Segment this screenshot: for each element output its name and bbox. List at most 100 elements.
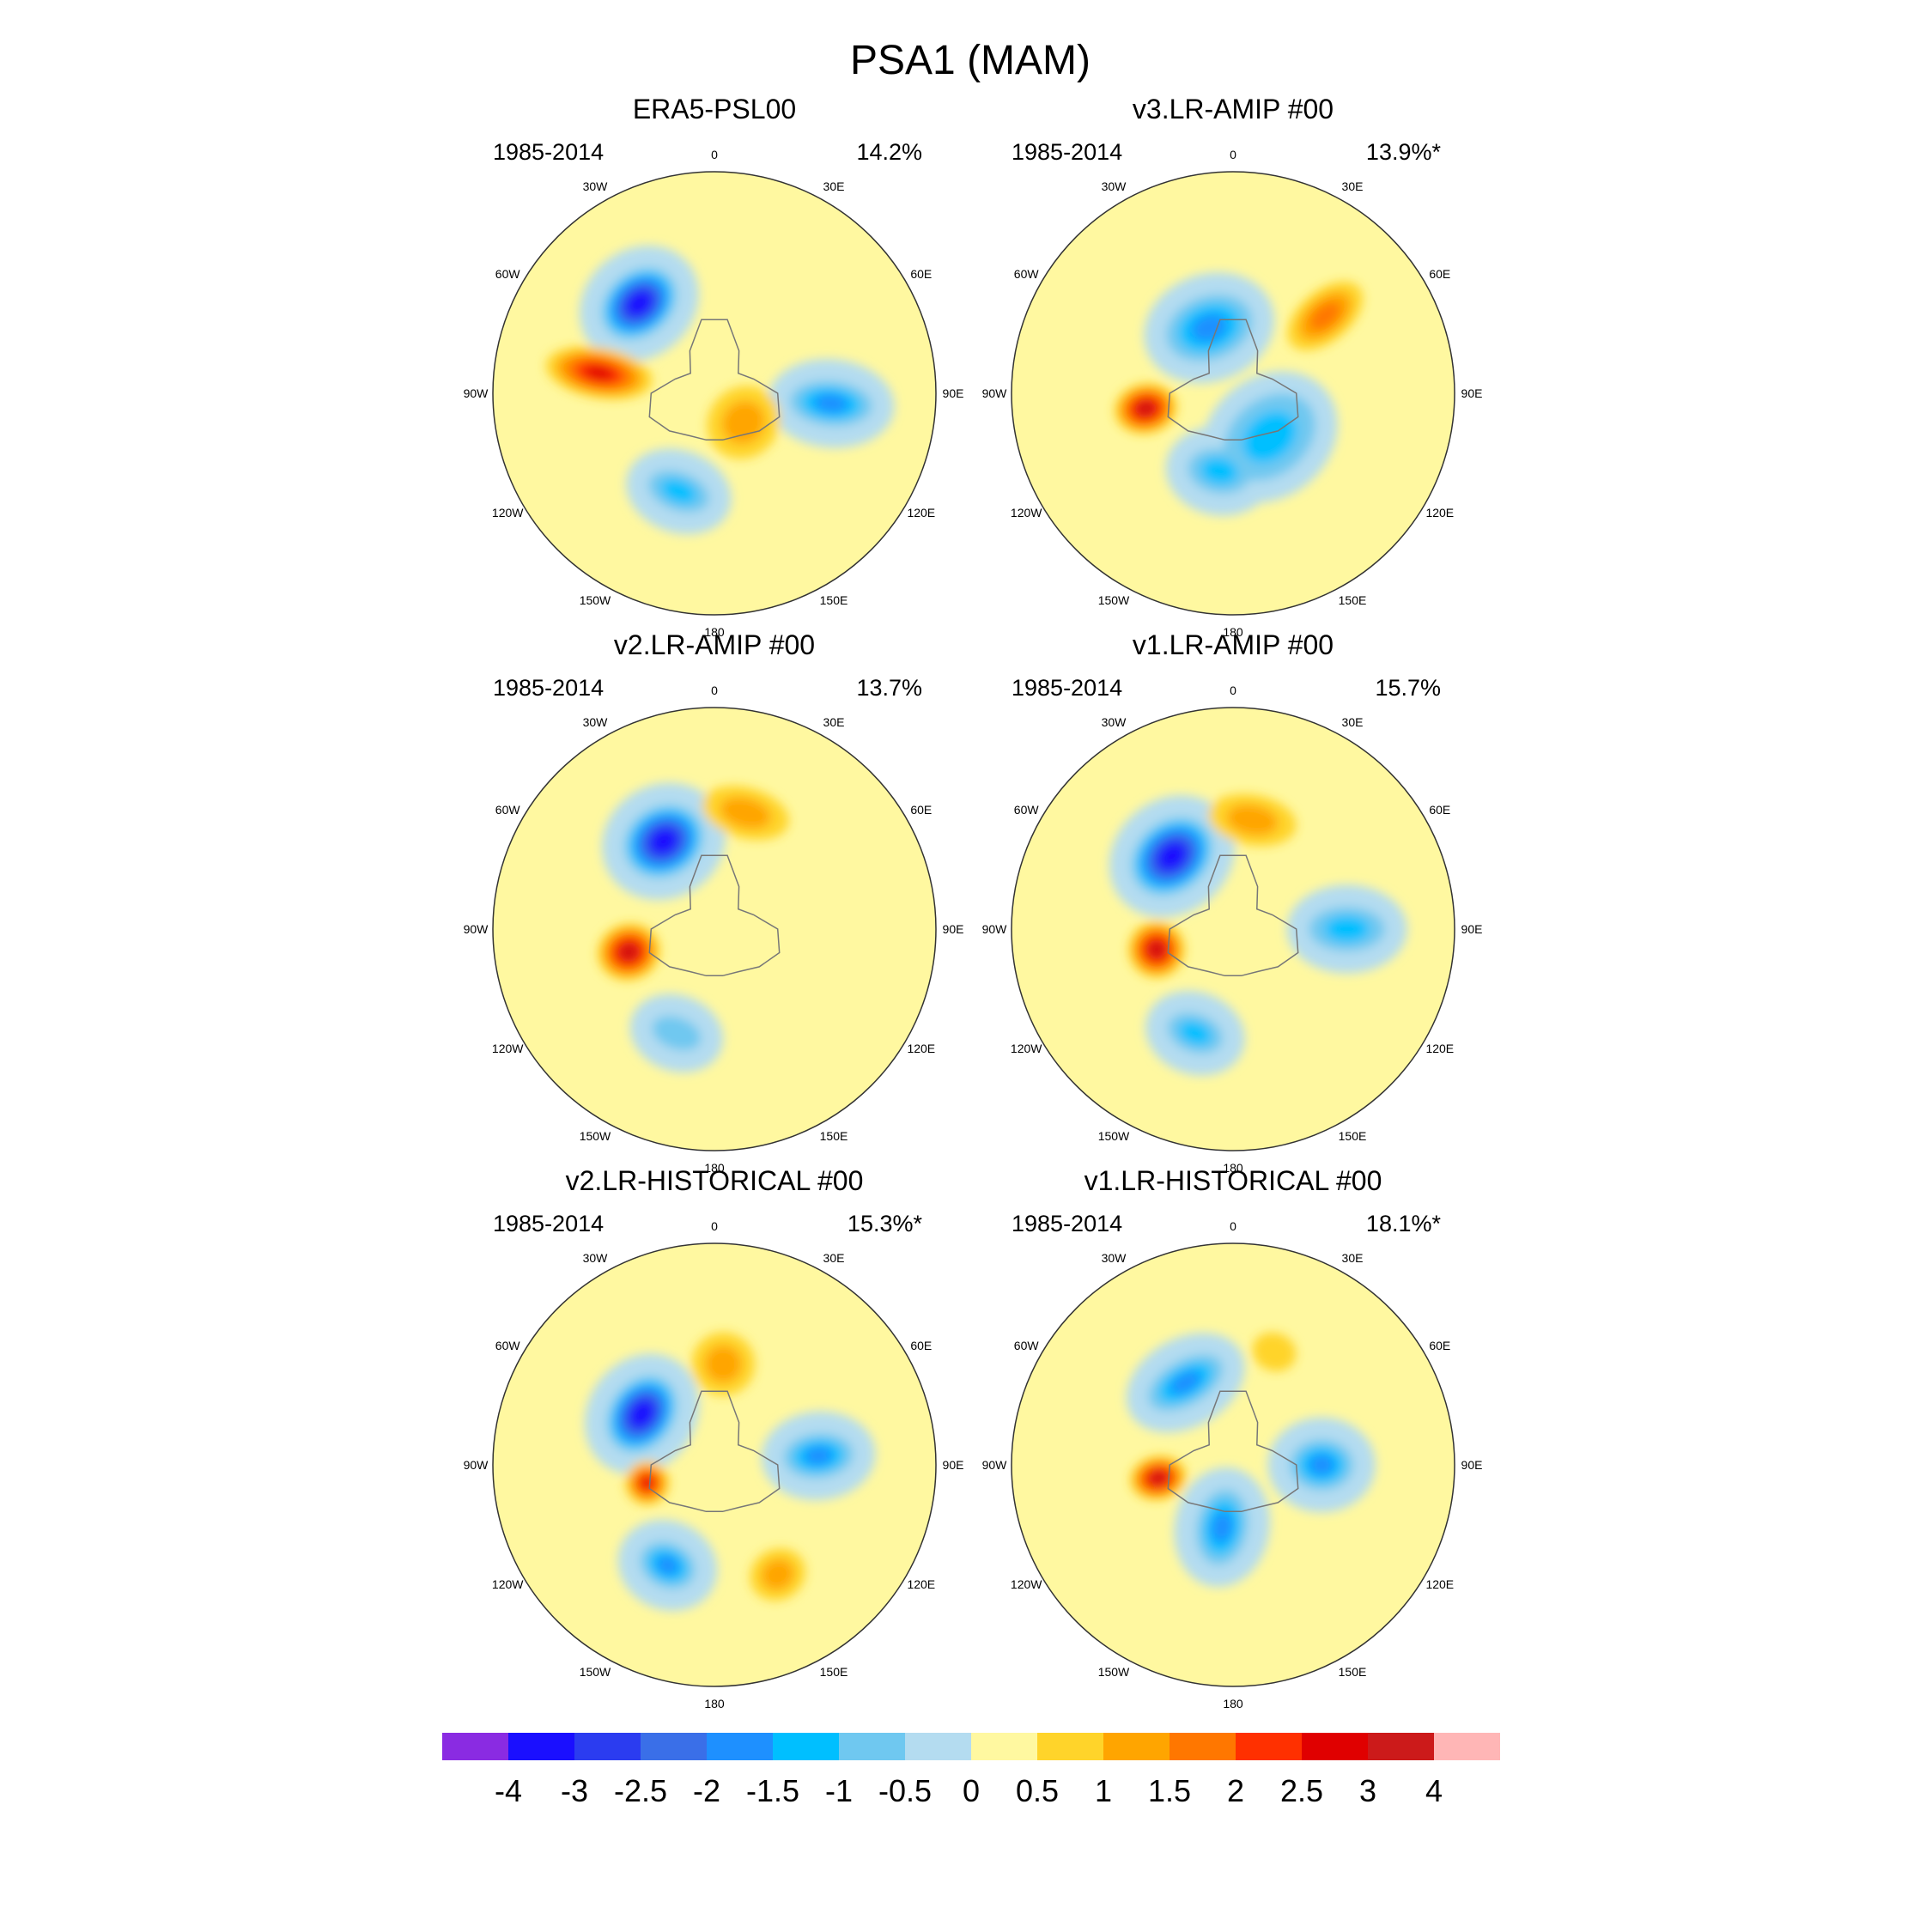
map-border — [1011, 707, 1455, 1151]
lon-label: 90E — [1461, 922, 1483, 936]
lon-label: 0 — [711, 1219, 718, 1233]
lon-label: 30E — [1342, 715, 1364, 729]
colorbar-tick-label: 2.5 — [1280, 1773, 1323, 1808]
contour-south-atlantic-low-2 — [660, 479, 697, 504]
colorbar-swatch-14 — [1302, 1733, 1368, 1760]
contour-indian-low-3 — [1309, 1454, 1335, 1476]
contour-pacific-low-3 — [1191, 313, 1227, 342]
lon-label: 150W — [580, 1665, 611, 1679]
map-border — [1011, 171, 1455, 616]
antarctic-coastline — [648, 854, 781, 977]
contour-weddell-low-2 — [1200, 458, 1238, 485]
lon-label: 150W — [580, 1129, 611, 1143]
lon-label: 60E — [1429, 803, 1450, 817]
colorbar-tick-label: 0.5 — [1016, 1773, 1059, 1808]
anomaly-field — [1012, 708, 1455, 1151]
lon-label: 60W — [495, 1339, 521, 1352]
lon-label: 90E — [1461, 386, 1483, 400]
panel-grid: ERA5-PSL00 1985-2014 14.2% 0 30E 60E 90E 120E 15… — [464, 94, 1483, 1710]
colorbar-swatch-1 — [442, 1733, 508, 1760]
colorbar-tick-label: -1 — [825, 1773, 853, 1808]
lon-label: 60W — [495, 803, 521, 817]
contour-indian-low-3 — [814, 394, 848, 413]
variance-label: 13.7% — [856, 675, 922, 701]
panel-title: v1.LR-HISTORICAL #00 — [1084, 1165, 1382, 1196]
colorbar-swatch-12 — [1170, 1733, 1236, 1760]
colorbar-swatch-11 — [1103, 1733, 1170, 1760]
lon-label: 180 — [704, 625, 725, 639]
colorbar-tick-label: -4 — [495, 1773, 522, 1808]
lon-label: 120W — [492, 1577, 524, 1591]
figure-title: PSA1 (MAM) — [850, 38, 1091, 83]
lon-label: 30E — [823, 179, 845, 193]
lon-label: 150E — [820, 1665, 848, 1679]
lon-label: 30W — [583, 1251, 609, 1265]
contour-levels — [584, 1332, 876, 1611]
colorbar-swatch-4 — [641, 1733, 707, 1760]
colorbar-swatch-5 — [707, 1733, 773, 1760]
panel-title: v2.LR-HISTORICAL #00 — [566, 1165, 864, 1196]
map-panel-1: ERA5-PSL00 1985-2014 14.2% 0 30E 60E 90E 120E 15… — [464, 94, 964, 639]
colorbar-swatch-16 — [1434, 1733, 1500, 1760]
background-contour — [1012, 1243, 1455, 1686]
map-border — [1011, 1242, 1455, 1687]
lon-label: 30W — [1102, 1251, 1127, 1265]
period-label: 1985-2014 — [493, 1211, 604, 1236]
contour-levels — [545, 246, 895, 535]
background-contour — [493, 1243, 936, 1686]
lon-label: 90W — [982, 386, 1008, 400]
lon-label: 120W — [492, 1042, 524, 1055]
lon-label: 0 — [711, 148, 718, 161]
lon-label: 180 — [1223, 625, 1243, 639]
map-border — [492, 707, 937, 1151]
lon-label: 30E — [1342, 179, 1364, 193]
contour-weddell-low-3 — [1211, 1511, 1233, 1543]
antarctic-coastline — [1167, 319, 1299, 441]
lon-label: 180 — [704, 1161, 725, 1175]
map-panel-6: v1.LR-HISTORICAL #00 1985-2014 18.1%* 0 30E 6… — [982, 1165, 1483, 1710]
colorbar-tick-label: 1.5 — [1148, 1773, 1191, 1808]
lon-label: 150E — [820, 593, 848, 607]
period-label: 1985-2014 — [1012, 675, 1122, 701]
colorbar-swatch-8 — [905, 1733, 971, 1760]
lon-label: 60E — [910, 267, 932, 281]
lon-label: 90E — [943, 922, 964, 936]
lon-label: 150W — [1098, 593, 1130, 607]
contour-levels — [1109, 793, 1407, 1076]
lon-label: 150W — [1098, 1129, 1130, 1143]
lon-label: 180 — [1223, 1161, 1243, 1175]
antarctic-coastline — [648, 1390, 781, 1513]
lon-label: 60E — [910, 803, 932, 817]
map-panel-5: v2.LR-HISTORICAL #00 1985-2014 15.3%* 0 30E 6… — [464, 1165, 964, 1710]
colorbar-tick-label: 4 — [1425, 1773, 1443, 1808]
colorbar-tick-label: -2 — [693, 1773, 720, 1808]
panel-title: v3.LR-AMIP #00 — [1133, 94, 1334, 125]
variance-label: 14.2% — [856, 139, 922, 165]
lon-label: 90W — [982, 922, 1008, 936]
colorbar-tick-label: 1 — [1095, 1773, 1112, 1808]
colorbar-tick-label: -2.5 — [614, 1773, 667, 1808]
contour-atlantic-low-3 — [656, 1555, 679, 1576]
lon-label: 0 — [1230, 148, 1236, 161]
lon-label: 60E — [1429, 1339, 1450, 1352]
lon-label: 30E — [1342, 1251, 1364, 1265]
colorbar-swatch-15 — [1368, 1733, 1434, 1760]
contour-east-antarctic-low-2 — [1242, 411, 1297, 463]
colorbar-tick-label: 3 — [1359, 1773, 1376, 1808]
period-label: 1985-2014 — [1012, 1211, 1122, 1236]
colorbar-tick-label: -0.5 — [878, 1773, 932, 1808]
colorbar-swatch-9 — [971, 1733, 1037, 1760]
lon-label: 90E — [943, 1458, 964, 1472]
contour-amundsen-high-6 — [1150, 943, 1163, 957]
panel-title: v1.LR-AMIP #00 — [1133, 629, 1334, 660]
colorbar-swatch-6 — [773, 1733, 839, 1760]
variance-label: 15.7% — [1375, 675, 1441, 701]
colorbar-swatch-2 — [508, 1733, 574, 1760]
contour-south-pacific-low-7 — [632, 296, 647, 311]
antarctic-coastline — [1167, 1390, 1299, 1513]
lon-label: 60W — [1014, 267, 1040, 281]
contour-australian-high-3 — [1309, 301, 1341, 331]
lon-label: 90W — [464, 386, 489, 400]
colorbar-swatch-13 — [1236, 1733, 1302, 1760]
